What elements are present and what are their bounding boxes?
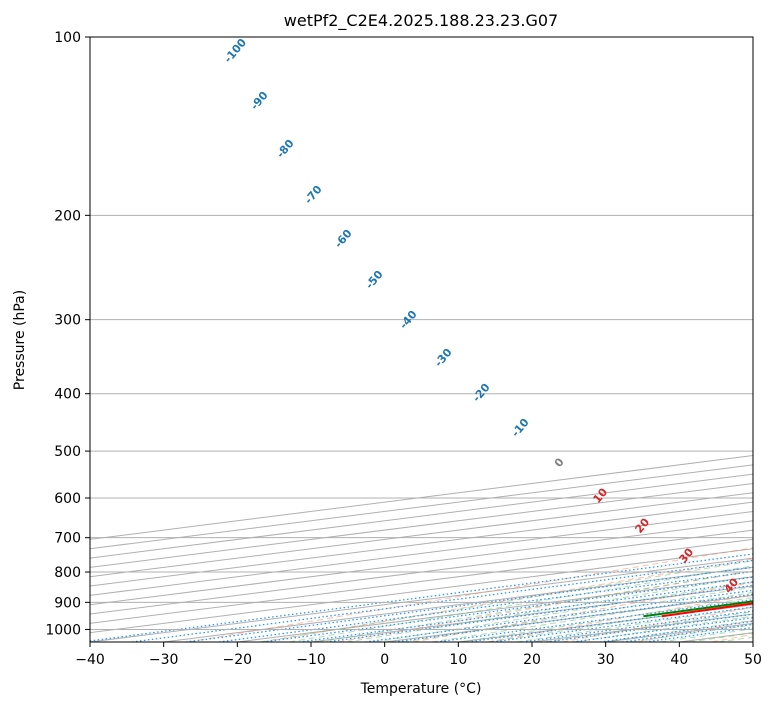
- y-tick-label: 500: [54, 444, 81, 460]
- mixing-ratio-line: [546, 613, 753, 642]
- y-axis-label: Pressure (hPa): [12, 290, 28, 390]
- x-tick-label: 10: [449, 652, 467, 668]
- x-tick-label: −20: [223, 652, 253, 668]
- y-tick-label: 800: [54, 565, 81, 581]
- y-tick-label: 100: [54, 30, 81, 46]
- x-tick-label: 40: [670, 652, 688, 668]
- moist-adiabat-line: [289, 565, 753, 642]
- dry-adiabat-line: [188, 547, 753, 642]
- y-axis-ticks: 1000 900 800 700 600 500 400 300 200 100: [45, 30, 90, 638]
- isotherm-line: [90, 473, 753, 559]
- mixing-ratio-line: [90, 553, 753, 642]
- x-tick-label: 30: [597, 652, 615, 668]
- y-tick-label: 700: [54, 531, 81, 547]
- mixing-ratio-line: [492, 606, 753, 642]
- x-tick-label: 20: [523, 652, 541, 668]
- y-tick-label: 200: [54, 208, 81, 224]
- y-tick-label: 900: [54, 595, 81, 611]
- y-tick-label: 600: [54, 491, 81, 507]
- isotherm-line: [90, 492, 753, 578]
- x-tick-label: −10: [296, 652, 326, 668]
- x-tick-label: 0: [380, 652, 389, 668]
- x-tick-label: −30: [149, 652, 179, 668]
- isotherm-line: [90, 538, 753, 624]
- x-axis-ticks: −40 −30 −20 −10 0 10 20 30 40 50: [75, 642, 762, 668]
- mixing-ratio-line: [131, 559, 753, 642]
- moist-adiabat-line: [459, 596, 753, 642]
- background-lines: [90, 454, 753, 642]
- x-tick-label: −40: [75, 652, 105, 668]
- pressure-gridlines: [90, 37, 753, 630]
- moist-adiabat-line: [346, 575, 753, 642]
- x-tick-label: 50: [744, 652, 762, 668]
- chart-title: wetPf2_C2E4.2025.188.23.23.G07: [284, 11, 558, 31]
- dry-adiabat-line: [412, 581, 753, 642]
- isotherm-line: [90, 501, 753, 587]
- x-axis-label: Temperature (°C): [360, 681, 482, 697]
- isotherm-line: [90, 464, 753, 550]
- isotherm-line: [90, 482, 753, 568]
- y-tick-label: 400: [54, 387, 81, 403]
- isotherm-line: [90, 520, 753, 606]
- mixing-ratio-line: [467, 603, 753, 642]
- mixing-ratio-line: [572, 617, 753, 642]
- plot-frame: [89, 36, 754, 643]
- mixing-ratio-line: [522, 610, 753, 642]
- isotherm-line: [90, 510, 753, 596]
- moist-adiabat-line: [403, 586, 753, 642]
- y-tick-label: 1000: [45, 622, 81, 638]
- y-tick-label: 300: [54, 313, 81, 329]
- isotherm-line: [90, 529, 753, 615]
